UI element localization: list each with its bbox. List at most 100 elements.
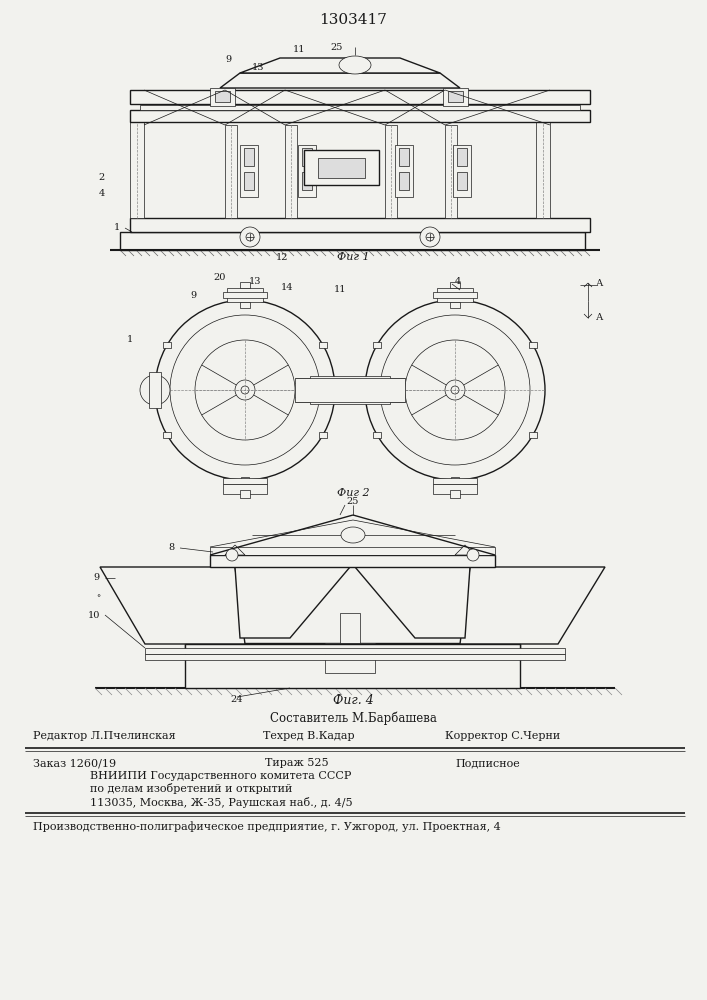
Text: 1303417: 1303417 bbox=[319, 13, 387, 27]
Bar bbox=[244, 148, 254, 166]
Bar bbox=[319, 432, 327, 438]
Bar bbox=[310, 376, 390, 404]
Bar bbox=[433, 484, 477, 494]
Circle shape bbox=[140, 375, 170, 405]
Bar bbox=[240, 490, 250, 498]
Bar bbox=[536, 120, 550, 218]
Bar bbox=[240, 302, 250, 308]
Bar bbox=[457, 172, 467, 190]
Bar bbox=[210, 547, 495, 555]
Circle shape bbox=[405, 340, 505, 440]
Polygon shape bbox=[355, 567, 470, 638]
Text: ВНИИПИ Государственного комитета СССР: ВНИИПИ Государственного комитета СССР bbox=[90, 771, 351, 781]
Text: 4: 4 bbox=[455, 277, 461, 286]
Bar bbox=[373, 342, 381, 348]
Text: Производственно-полиграфическое предприятие, г. Ужгород, ул. Проектная, 4: Производственно-полиграфическое предприя… bbox=[33, 822, 501, 832]
Text: 14: 14 bbox=[281, 282, 293, 292]
Text: 13: 13 bbox=[252, 64, 264, 73]
Text: 11: 11 bbox=[334, 284, 346, 294]
Bar bbox=[130, 218, 590, 232]
Bar bbox=[210, 555, 495, 567]
Bar bbox=[140, 105, 580, 110]
Polygon shape bbox=[100, 567, 240, 644]
Bar bbox=[240, 282, 250, 288]
Text: Техред В.Кадар: Техред В.Кадар bbox=[263, 731, 355, 741]
Bar bbox=[385, 125, 397, 218]
Text: 9: 9 bbox=[226, 55, 232, 64]
Text: Фиг 2: Фиг 2 bbox=[337, 488, 369, 498]
Bar bbox=[318, 158, 365, 178]
Bar bbox=[451, 297, 459, 303]
Bar bbox=[433, 292, 477, 298]
Ellipse shape bbox=[341, 527, 365, 543]
Bar bbox=[399, 172, 409, 190]
Text: °: ° bbox=[96, 594, 100, 602]
Bar bbox=[515, 226, 531, 232]
Bar bbox=[227, 288, 263, 302]
Bar bbox=[145, 648, 565, 654]
Text: 13: 13 bbox=[249, 277, 262, 286]
Text: 113035, Москва, Ж-35, Раушская наб., д. 4/5: 113035, Москва, Ж-35, Раушская наб., д. … bbox=[90, 796, 353, 808]
Bar bbox=[319, 342, 327, 348]
Text: Тираж 525: Тираж 525 bbox=[265, 758, 329, 768]
Bar bbox=[215, 91, 230, 102]
Circle shape bbox=[420, 227, 440, 247]
Text: 4: 4 bbox=[99, 190, 105, 198]
Text: Корректор С.Черни: Корректор С.Черни bbox=[445, 731, 560, 741]
Bar bbox=[453, 145, 471, 197]
Circle shape bbox=[445, 380, 465, 400]
Polygon shape bbox=[240, 58, 440, 73]
Polygon shape bbox=[465, 567, 605, 644]
Bar bbox=[450, 302, 460, 308]
Bar bbox=[163, 432, 171, 438]
Bar bbox=[223, 478, 267, 484]
Bar bbox=[529, 432, 537, 438]
Bar bbox=[437, 288, 473, 302]
Bar bbox=[244, 172, 254, 190]
Text: 1: 1 bbox=[114, 224, 120, 232]
Bar bbox=[373, 432, 381, 438]
Bar bbox=[240, 145, 258, 197]
Circle shape bbox=[240, 227, 260, 247]
Bar bbox=[325, 643, 375, 673]
Polygon shape bbox=[100, 567, 245, 644]
Bar bbox=[185, 644, 520, 652]
Polygon shape bbox=[225, 545, 245, 555]
Polygon shape bbox=[295, 378, 405, 402]
Text: 25: 25 bbox=[347, 497, 359, 506]
Polygon shape bbox=[355, 567, 470, 636]
Bar bbox=[415, 226, 431, 232]
Text: Заказ 1260/19: Заказ 1260/19 bbox=[33, 758, 116, 768]
Text: 9: 9 bbox=[190, 290, 196, 300]
Bar bbox=[223, 484, 267, 494]
Circle shape bbox=[195, 340, 295, 440]
Bar bbox=[445, 125, 457, 218]
Bar bbox=[457, 148, 467, 166]
Bar bbox=[443, 88, 468, 106]
Circle shape bbox=[467, 549, 479, 561]
Bar bbox=[130, 110, 590, 122]
Bar bbox=[145, 226, 161, 232]
Text: Подписное: Подписное bbox=[455, 758, 520, 768]
Text: 20: 20 bbox=[214, 273, 226, 282]
Bar bbox=[240, 226, 256, 232]
Text: 2: 2 bbox=[99, 174, 105, 182]
Circle shape bbox=[226, 549, 238, 561]
Text: Фиг 1: Фиг 1 bbox=[337, 252, 369, 262]
Polygon shape bbox=[220, 73, 460, 88]
Bar bbox=[450, 282, 460, 288]
Bar bbox=[399, 148, 409, 166]
Bar bbox=[149, 372, 161, 408]
Bar bbox=[145, 654, 565, 660]
Bar bbox=[298, 145, 316, 197]
Bar bbox=[163, 342, 171, 348]
Bar bbox=[285, 125, 297, 218]
Text: по делам изобретений и открытий: по делам изобретений и открытий bbox=[90, 784, 293, 794]
Polygon shape bbox=[235, 567, 350, 638]
Text: 24: 24 bbox=[230, 696, 243, 704]
Text: 25: 25 bbox=[330, 42, 342, 51]
Text: Фиг. 4: Фиг. 4 bbox=[332, 694, 373, 706]
Text: 11: 11 bbox=[293, 45, 305, 54]
Polygon shape bbox=[460, 567, 605, 644]
Text: 10: 10 bbox=[88, 610, 100, 619]
